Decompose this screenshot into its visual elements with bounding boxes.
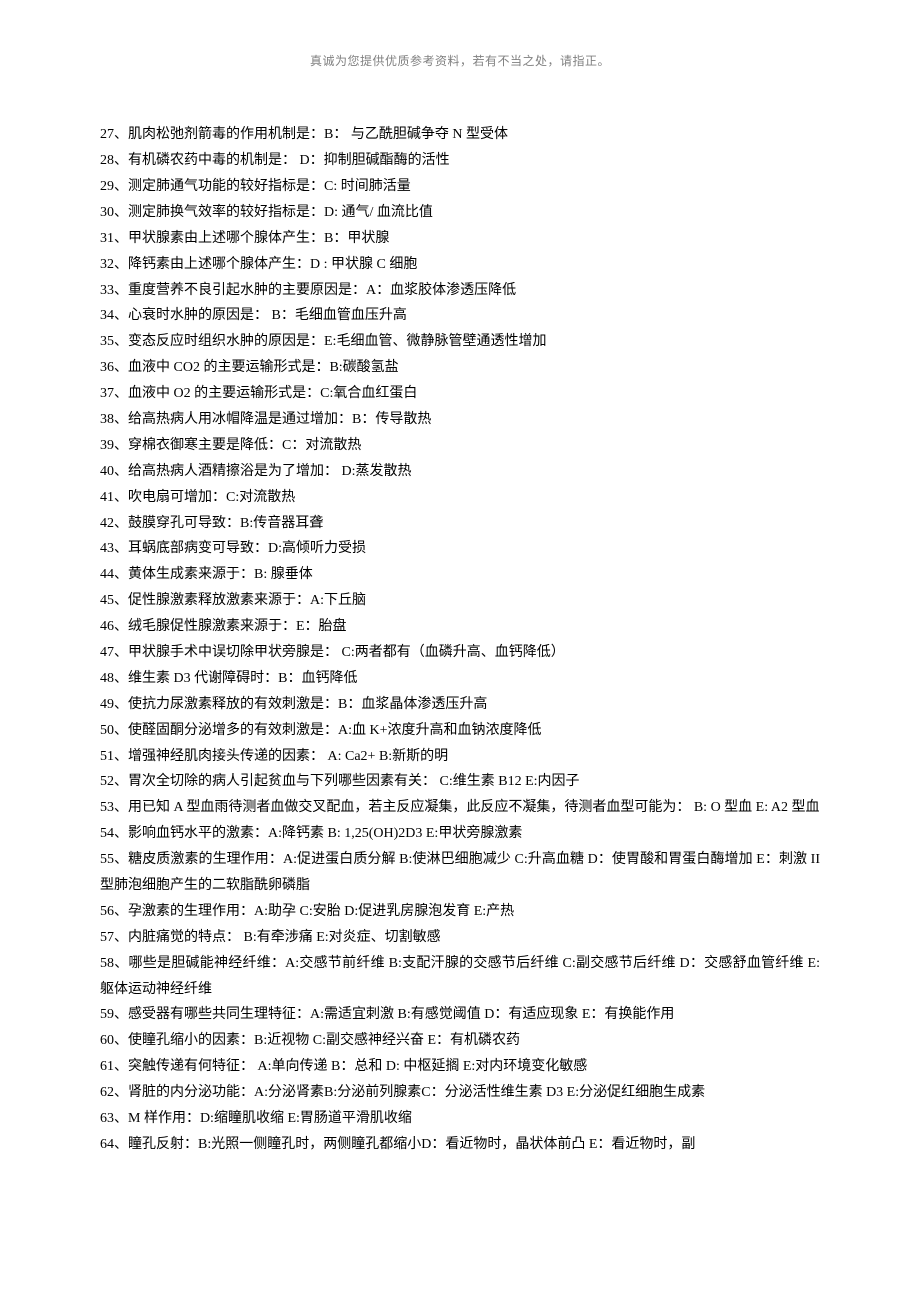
question-line: 55、糖皮质激素的生理作用：A:促进蛋白质分解 B:使淋巴细胞减少 C:升高血糖… — [100, 847, 820, 899]
question-line: 31、甲状腺素由上述哪个腺体产生：B：甲状腺 — [100, 226, 820, 252]
question-line: 53、用已知 A 型血雨待测者血做交叉配血，若主反应凝集，此反应不凝集，待测者血… — [100, 795, 820, 821]
header-disclaimer: 真诚为您提供优质参考资料，若有不当之处，请指正。 — [100, 50, 820, 72]
question-line: 35、变态反应时组织水肿的原因是：E:毛细血管、微静脉管壁通透性增加 — [100, 329, 820, 355]
question-line: 42、鼓膜穿孔可导致：B:传音器耳聋 — [100, 511, 820, 537]
question-line: 61、突触传递有何特征： A:单向传递 B：总和 D: 中枢延搁 E:对内环境变… — [100, 1054, 820, 1080]
question-line: 57、内脏痛觉的特点： B:有牵涉痛 E:对炎症、切割敏感 — [100, 925, 820, 951]
question-line: 47、甲状腺手术中误切除甲状旁腺是： C:两者都有（血磷升高、血钙降低） — [100, 640, 820, 666]
question-line: 33、重度营养不良引起水肿的主要原因是：A：血浆胶体渗透压降低 — [100, 278, 820, 304]
question-line: 27、肌肉松弛剂箭毒的作用机制是：B： 与乙酰胆碱争夺 N 型受体 — [100, 122, 820, 148]
question-line: 48、维生素 D3 代谢障碍时：B：血钙降低 — [100, 666, 820, 692]
question-line: 46、绒毛腺促性腺激素来源于：E：胎盘 — [100, 614, 820, 640]
question-line: 29、测定肺通气功能的较好指标是：C: 时间肺活量 — [100, 174, 820, 200]
question-line: 58、哪些是胆碱能神经纤维：A:交感节前纤维 B:支配汗腺的交感节后纤维 C:副… — [100, 951, 820, 1003]
question-line: 50、使醛固酮分泌增多的有效刺激是：A:血 K+浓度升高和血钠浓度降低 — [100, 718, 820, 744]
question-line: 41、吹电扇可增加：C:对流散热 — [100, 485, 820, 511]
question-line: 38、给高热病人用冰帽降温是通过增加：B：传导散热 — [100, 407, 820, 433]
question-line: 63、M 样作用：D:缩瞳肌收缩 E:胃肠道平滑肌收缩 — [100, 1106, 820, 1132]
question-line: 45、促性腺激素释放激素来源于：A:下丘脑 — [100, 588, 820, 614]
question-line: 59、感受器有哪些共同生理特征：A:需适宜刺激 B:有感觉阈值 D：有适应现象 … — [100, 1002, 820, 1028]
question-line: 60、使瞳孔缩小的因素：B:近视物 C:副交感神经兴奋 E：有机磷农药 — [100, 1028, 820, 1054]
question-line: 36、血液中 CO2 的主要运输形式是：B:碳酸氢盐 — [100, 355, 820, 381]
question-line: 56、孕激素的生理作用：A:助孕 C:安胎 D:促进乳房腺泡发育 E:产热 — [100, 899, 820, 925]
question-line: 32、降钙素由上述哪个腺体产生：D : 甲状腺 C 细胞 — [100, 252, 820, 278]
question-line: 37、血液中 O2 的主要运输形式是：C:氧合血红蛋白 — [100, 381, 820, 407]
question-line: 49、使抗力尿激素释放的有效刺激是：B：血浆晶体渗透压升高 — [100, 692, 820, 718]
question-line: 64、瞳孔反射：B:光照一侧瞳孔时，两侧瞳孔都缩小D：看近物时，晶状体前凸 E：… — [100, 1132, 820, 1158]
question-line: 62、肾脏的内分泌功能：A:分泌肾素B:分泌前列腺素C：分泌活性维生素 D3 E… — [100, 1080, 820, 1106]
document-content: 27、肌肉松弛剂箭毒的作用机制是：B： 与乙酰胆碱争夺 N 型受体 28、有机磷… — [100, 122, 820, 1158]
question-line: 51、增强神经肌肉接头传递的因素： A: Ca2+ B:新斯的明 — [100, 744, 820, 770]
question-line: 40、给高热病人酒精擦浴是为了增加： D:蒸发散热 — [100, 459, 820, 485]
question-line: 43、耳蜗底部病变可导致：D:高倾听力受损 — [100, 536, 820, 562]
question-line: 28、有机磷农药中毒的机制是： D：抑制胆碱酯酶的活性 — [100, 148, 820, 174]
question-line: 34、心衰时水肿的原因是： B：毛细血管血压升高 — [100, 303, 820, 329]
question-line: 39、穿棉衣御寒主要是降低：C：对流散热 — [100, 433, 820, 459]
question-line: 30、测定肺换气效率的较好指标是：D: 通气/ 血流比值 — [100, 200, 820, 226]
question-line: 54、影响血钙水平的激素：A:降钙素 B: 1,25(OH)2D3 E:甲状旁腺… — [100, 821, 820, 847]
question-line: 52、胃次全切除的病人引起贫血与下列哪些因素有关： C:维生素 B12 E:内因… — [100, 769, 820, 795]
question-line: 44、黄体生成素来源于：B: 腺垂体 — [100, 562, 820, 588]
